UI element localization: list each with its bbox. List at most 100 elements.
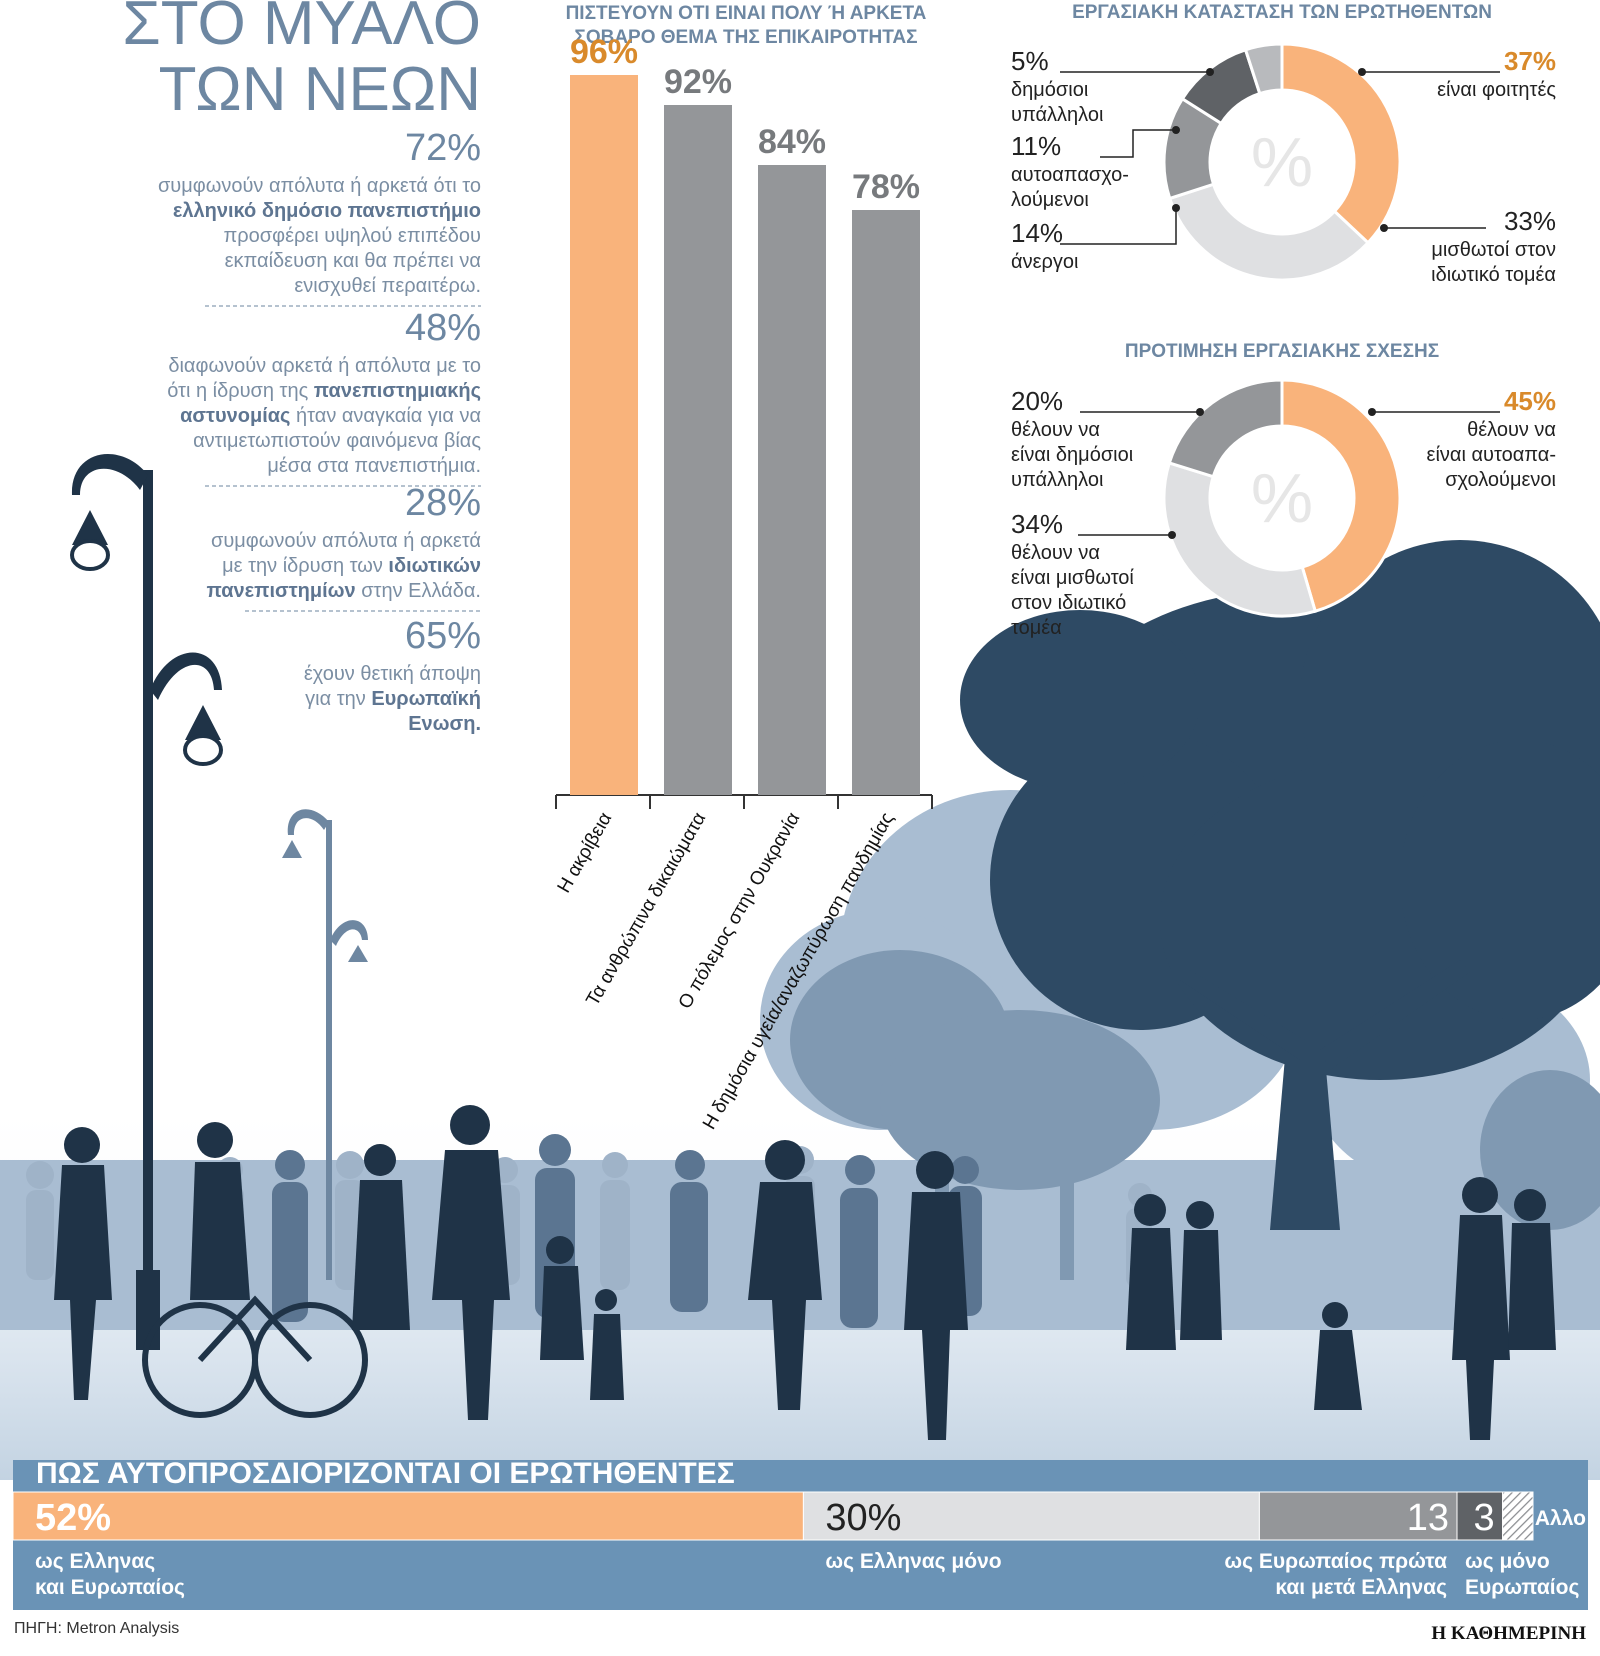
donut-callout-percent: 45% [1504,386,1556,416]
stat-text-run: έχουν θετική άποψη [304,663,481,685]
identity-segment-label: ως Ελληνας [35,1550,155,1573]
stat-text-line: με την ίδρυση των ιδιωτικών [222,555,481,577]
stat-text-run: μέσα στα πανεπιστήμια. [267,455,481,477]
stat-percentage: 65% [405,615,481,657]
crowd-front [54,1105,1556,1440]
crowd-mid [272,1134,982,1328]
identity-segment-label: ως Ευρωπαίος πρώτα [1224,1550,1447,1573]
identity-segment-2 [802,1491,1260,1541]
donut-callout-text: είναι δημόσιοι [1011,444,1133,466]
donut-callout-text: σχολούμενοι [1445,469,1556,491]
donut-callout-text: υπάλληλοι [1011,104,1103,126]
stat-text-line: αστυνομίας ήταν αναγκαία για να [180,405,481,427]
identity-segment-value: 52% [35,1497,111,1539]
bar-value-label: 92% [664,63,732,101]
identity-segment-label: και Ευρωπαίος [35,1576,185,1599]
bar-category-label: Η ακρίβεια [554,809,617,897]
donut-callout-percent: 11% [1011,131,1061,161]
page-title-line-1: ΣΤΟ ΜΥΑΛΟ [122,0,481,58]
donut-leader-dot [1172,126,1180,134]
stat-text-run: Ευρωπαϊκή [371,688,481,710]
donut-center-percent-sign: % [1251,123,1313,201]
donut-callout-percent: 5% [1011,46,1049,76]
donut-slice-private [1162,461,1318,618]
stat-text-run: διαφωνούν αρκετά ή απόλυτα με το [168,355,481,377]
donut-slice-public [1167,378,1284,479]
stat-text-run: προσφέρει υψηλού επιπέδου [223,225,481,247]
donut-center-percent-sign: % [1251,459,1313,537]
donut-callout-percent: 34% [1011,509,1063,539]
donut-callout-text: στον ιδιωτικό [1011,592,1126,614]
page-title-line-2: ΤΩΝ ΝΕΩΝ [159,55,481,124]
bar-1 [570,75,638,795]
donut-callout-text: θέλουν να [1011,542,1100,564]
stat-text-line: συμφωνούν απόλυτα ή αρκετά ότι το [158,175,481,197]
donut-callout-percent: 33% [1504,206,1556,236]
donut-callout-text: είναι αυτοαπα- [1427,444,1556,466]
donut-slice-public [1243,42,1284,96]
stat-text-run: πανεπιστημιακής [314,380,481,402]
donut-callout-text: δημόσιοι [1011,79,1088,101]
publisher-logo: Η ΚΑΘΗΜΕΡΙΝΗ [1431,1623,1586,1644]
stat-text-line: μέσα στα πανεπιστήμια. [267,455,481,477]
donut-callout-text: ιδιωτικό τομέα [1431,264,1556,286]
stat-text-run: ιδιωτικών [388,555,481,577]
donut-callout-text: υπάλληλοι [1011,469,1103,491]
donut-callout-percent: 20% [1011,386,1063,416]
large-tree [960,540,1600,1230]
stat-text-line: ότι η ίδρυση της πανεπιστημιακής [167,380,481,402]
donut-leader-dot [1196,408,1204,416]
stat-text-run: Ενωση. [408,713,481,735]
donut-callout-text: είναι φοιτητές [1437,79,1556,101]
identity-other-label: Αλλο [1535,1507,1586,1530]
identity-segment-label: Ευρωπαίος [1465,1576,1579,1599]
donut-callout-percent: 14% [1011,218,1063,248]
bar-value-label: 96% [570,33,638,71]
donut-slice-students [1280,42,1402,245]
donut-leader-dot [1206,68,1214,76]
identity-segment-label: και μετά Ελληνας [1275,1576,1447,1599]
stat-text-run: ότι η ίδρυση της [167,380,314,402]
donut-leader-dot [1380,224,1388,232]
source-note: ΠΗΓΗ: Metron Analysis [14,1620,179,1637]
street-lamp-large [70,453,223,1350]
donut-leader-line [1060,208,1177,245]
stat-text-run: με την ίδρυση των [222,555,388,577]
donut-callout-text: μισθωτοί στον [1431,239,1556,261]
identity-segment-value: 30% [825,1497,901,1539]
stat-text-run: για την [305,688,371,710]
identity-segment-1 [12,1491,804,1541]
donut-leader-dot [1358,68,1366,76]
stat-text-run: ενισχυθεί περαιτέρω. [294,275,481,297]
stat-text-run: αστυνομίας [180,405,290,427]
identity-segment-5 [1502,1491,1534,1541]
bar-3 [758,165,826,795]
identity-segment-label: ως Ελληνας μόνο [825,1550,1001,1573]
stat-text-line: αντιμετωπιστούν φαινόμενα βίας [193,430,481,452]
stat-text-line: ελληνικό δημόσιο πανεπιστήμιο [173,200,481,222]
stat-text-run: στην Ελλάδα. [356,580,481,602]
donut-callout-text: θέλουν να [1467,419,1556,441]
stat-text-line: Ενωση. [408,713,481,735]
donut-leader-dot [1368,408,1376,416]
donut-slice-self [1280,378,1402,614]
stat-text-line: ενισχυθεί περαιτέρω. [294,275,481,297]
bar-value-label: 84% [758,123,826,161]
bar-4 [852,210,920,795]
bar-value-label: 78% [852,168,920,206]
donut-leader-dot [1168,531,1176,539]
work-preference-donut: ΠΡΟΤΙΜΗΣΗ ΕΡΓΑΣΙΑΚΗΣ ΣΧΕΣΗΣ% 45% θέλουν να… [1011,341,1556,639]
stat-text-run: συμφωνούν απόλυτα ή αρκετά [211,530,481,552]
identity-segment-value: 3 [1473,1497,1494,1539]
stat-text-run: αντιμετωπιστούν φαινόμενα βίας [193,430,481,452]
stats-column: 72% συμφωνούν απόλυτα ή αρκετά ότι το ελλη… [158,127,481,735]
stat-text-line: πανεπιστημίων στην Ελλάδα. [206,580,481,602]
employment-status-donut: ΕΡΓΑΣΙΑΚΗ ΚΑΤΑΣΤΑΣΗ ΤΩΝ ΕΡΩΤΗΘΕΝΤΩΝ% 37% ε… [1011,2,1556,286]
stat-text-run: εκπαίδευση και θα πρέπει να [225,250,481,272]
donut-leader-dot [1172,204,1180,212]
identity-stacked-bar: 52% ως Ελληνας και Ευρωπαίος 30% ως Ελληνας … [12,1491,1586,1599]
donut-callout-text: λούμενοι [1011,189,1089,211]
donut-callout-text: αυτοαπασχο- [1011,164,1129,186]
donut-callout-text: θέλουν να [1011,419,1100,441]
bar-chart-title-line-2: ΣΟΒΑΡΟ ΘΕΜΑ ΤΗΣ ΕΠΙΚΑΙΡΟΤΗΤΑΣ [574,27,917,48]
